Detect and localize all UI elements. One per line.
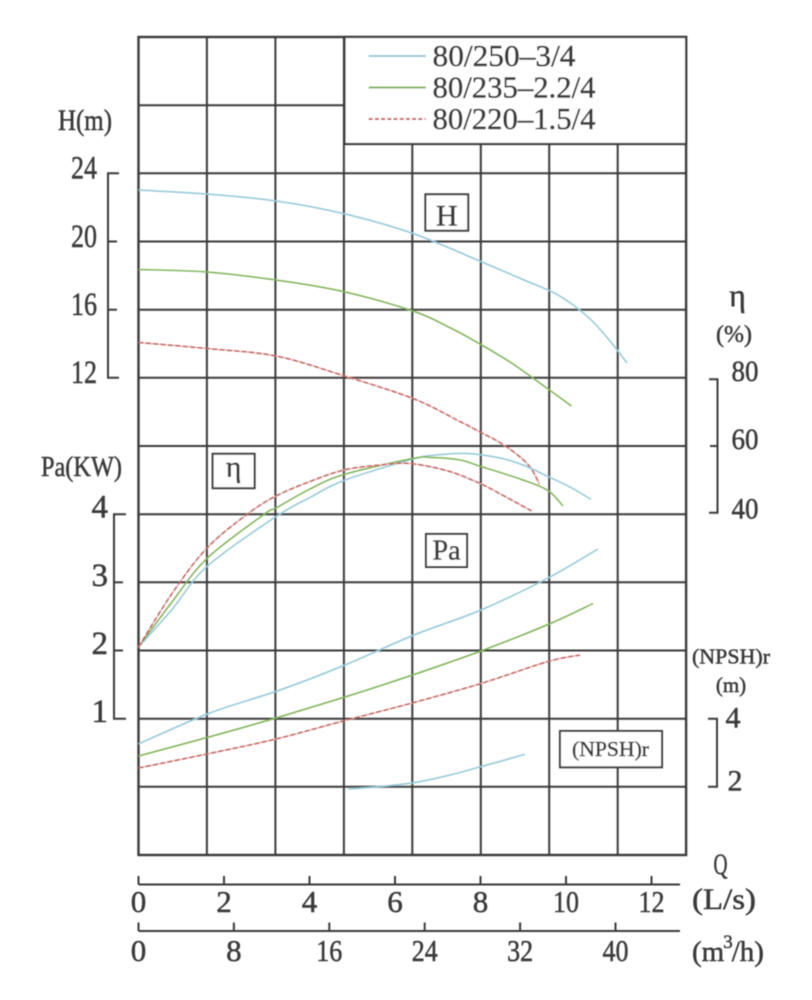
svg-text:40: 40 <box>732 493 759 526</box>
svg-text:(NPSH)r: (NPSH)r <box>692 645 770 669</box>
svg-text:η: η <box>226 451 242 484</box>
svg-text:4: 4 <box>726 702 741 735</box>
svg-text:H(m): H(m) <box>58 104 112 137</box>
svg-text:60: 60 <box>732 423 759 456</box>
svg-text:6: 6 <box>387 884 403 919</box>
svg-text:(%): (%) <box>716 322 752 348</box>
svg-text:32: 32 <box>507 933 533 968</box>
svg-text:2: 2 <box>92 626 109 662</box>
svg-text:80/220–1.5/4: 80/220–1.5/4 <box>433 101 596 136</box>
svg-text:80/235–2.2/4: 80/235–2.2/4 <box>433 70 596 105</box>
svg-text:2: 2 <box>728 764 743 797</box>
svg-text:Q: Q <box>714 848 728 881</box>
svg-text:Pa(KW): Pa(KW) <box>41 452 122 483</box>
svg-text:2: 2 <box>216 884 232 919</box>
svg-text:10: 10 <box>553 884 579 919</box>
svg-text:12: 12 <box>639 884 665 919</box>
svg-text:(L/s): (L/s) <box>692 883 756 916</box>
svg-text:24: 24 <box>412 933 438 968</box>
svg-text:4: 4 <box>92 490 109 526</box>
svg-text:4: 4 <box>302 884 318 919</box>
svg-text:0: 0 <box>131 884 147 919</box>
svg-text:12: 12 <box>71 355 97 391</box>
svg-text:3: 3 <box>92 558 109 594</box>
svg-text:(NPSH)r: (NPSH)r <box>572 737 649 761</box>
svg-text:40: 40 <box>603 933 629 968</box>
svg-text:Pa: Pa <box>433 536 462 567</box>
svg-text:8: 8 <box>226 933 242 968</box>
svg-text:8: 8 <box>473 884 489 919</box>
svg-text:24: 24 <box>71 151 97 187</box>
svg-text:(m): (m) <box>716 673 746 697</box>
svg-text:0: 0 <box>131 933 147 968</box>
svg-text:1: 1 <box>92 694 109 730</box>
svg-text:16: 16 <box>71 287 97 323</box>
svg-text:16: 16 <box>316 933 342 968</box>
svg-text:H: H <box>436 200 458 233</box>
svg-text:80/250–3/4: 80/250–3/4 <box>433 38 576 73</box>
svg-text:20: 20 <box>71 219 97 255</box>
svg-text:η: η <box>729 277 746 313</box>
svg-text:80: 80 <box>732 355 759 388</box>
